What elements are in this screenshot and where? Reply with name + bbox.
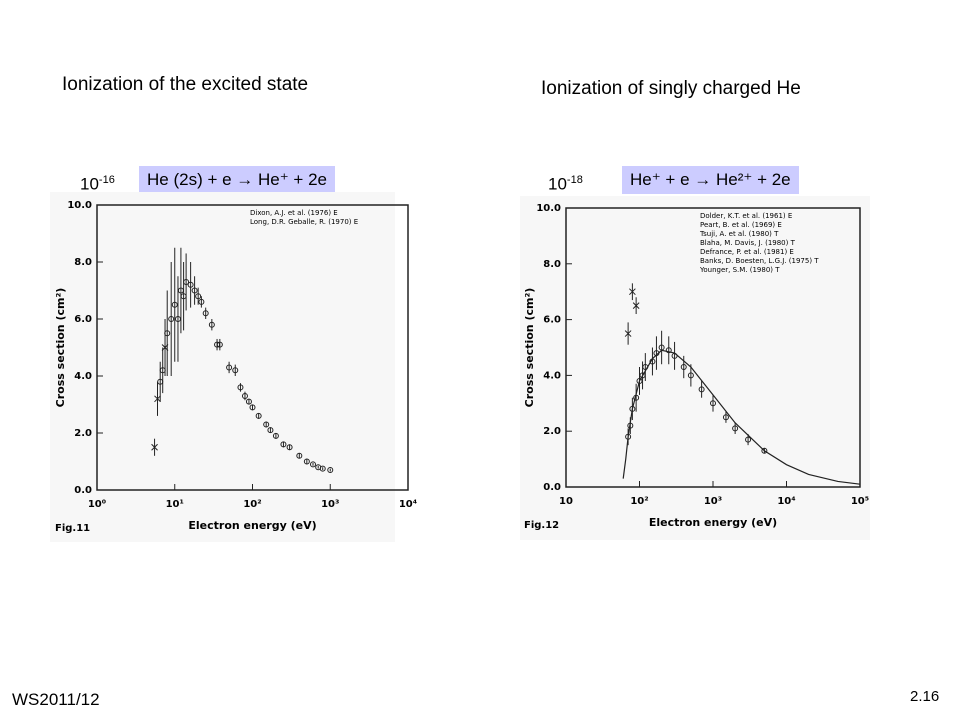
data-point — [263, 421, 270, 428]
data-point — [245, 398, 252, 405]
data-point — [296, 452, 303, 459]
data-point — [303, 458, 310, 465]
y-tick-label: 10.0 — [67, 200, 92, 211]
scan — [50, 192, 395, 542]
legend-entry: Younger, S.M. (1980) T — [699, 266, 780, 274]
y-tick-label: 8.0 — [74, 257, 92, 268]
y-tick-label: 10.0 — [536, 203, 561, 214]
legend-entry: Dolder, K.T. et al. (1961) E — [700, 212, 792, 220]
legend-entry: Tsuji, A. et al. (1980) T — [699, 230, 779, 238]
y-tick-label: 8.0 — [543, 259, 561, 270]
x-axis-label: Electron energy (eV) — [649, 516, 777, 529]
data-point — [680, 364, 687, 371]
x-axis-label: Electron energy (eV) — [188, 519, 316, 532]
y-tick-label: 0.0 — [543, 482, 561, 493]
y-axis-label: Cross section (cm²) — [523, 288, 536, 408]
data-point — [154, 395, 161, 403]
y-tick-label: 0.0 — [74, 485, 92, 496]
data-point — [632, 302, 640, 310]
data-point — [232, 367, 239, 374]
data-point — [687, 372, 694, 379]
multiplier-base: 10 — [548, 174, 567, 194]
y-tick-label: 2.0 — [74, 428, 92, 439]
y-tick-label: 4.0 — [543, 370, 561, 381]
data-point — [151, 443, 158, 451]
multiplier: 10-16 — [80, 174, 115, 195]
fig-label: Fig.12 — [524, 520, 559, 531]
x-tick-label: 10 — [559, 496, 573, 507]
data-point — [280, 441, 287, 448]
x-tick-label: 10⁵ — [851, 496, 869, 507]
y-tick-label: 6.0 — [74, 314, 92, 325]
multiplier-exponent: -18 — [566, 174, 583, 186]
reaction: He (2s) + e → He⁺ + 2e — [139, 166, 335, 194]
data-point — [698, 386, 705, 393]
data-point — [202, 310, 209, 317]
data-point — [732, 425, 739, 432]
data-point — [195, 293, 202, 300]
theory-line — [622, 349, 861, 485]
data-point — [319, 465, 326, 472]
footer: WS2011/12 — [12, 690, 100, 709]
legend-entry: Banks, D. Boesten, L.G.J. (1975) T — [700, 257, 819, 265]
data-point — [249, 404, 256, 411]
data-point — [198, 298, 205, 305]
data-point — [745, 436, 752, 443]
data-point — [226, 364, 233, 371]
multiplier: 10-18 — [548, 174, 583, 195]
data-point — [665, 347, 672, 354]
multiplier-base: 10 — [80, 174, 99, 194]
data-point — [255, 412, 262, 419]
data-point — [722, 414, 729, 421]
data-point — [272, 432, 279, 439]
data-point — [761, 447, 768, 454]
title: Ionization of the excited state — [62, 74, 309, 95]
x-tick-label: 10³ — [321, 499, 339, 510]
x-tick-label: 10⁰ — [88, 499, 106, 510]
fig-label: Fig.11 — [55, 523, 90, 534]
data-point — [168, 316, 175, 322]
data-point — [191, 287, 198, 294]
data-point — [636, 377, 643, 384]
x-tick-label: 10⁴ — [399, 499, 417, 510]
reaction: He⁺ + e → He²⁺ + 2e — [622, 166, 799, 194]
data-point — [310, 461, 317, 468]
legend-entry: Dixon, A.J. et al. (1976) E — [250, 209, 338, 217]
x-tick-label: 10³ — [704, 496, 722, 507]
data-point — [710, 400, 716, 407]
data-point — [267, 427, 274, 434]
data-point — [286, 444, 293, 451]
x-tick-label: 10² — [630, 496, 648, 507]
data-point — [161, 344, 169, 351]
scan — [520, 196, 870, 540]
x-tick-label: 10² — [243, 499, 261, 510]
y-tick-label: 2.0 — [543, 426, 561, 437]
data-point — [624, 330, 632, 337]
data-point — [183, 278, 190, 285]
legend-entry: Defrance, P. et al. (1981) E — [700, 248, 794, 256]
data-point — [208, 321, 215, 328]
legend-entry: Peart, B. et al. (1969) E — [700, 221, 782, 229]
data-point — [187, 281, 194, 288]
footer: 2.16 — [910, 688, 940, 705]
y-tick-label: 4.0 — [74, 371, 92, 382]
x-tick-label: 10⁴ — [777, 496, 795, 507]
y-tick-label: 6.0 — [543, 315, 561, 326]
data-point — [629, 288, 636, 296]
multiplier-exponent: -16 — [98, 174, 115, 186]
data-point — [171, 301, 178, 308]
data-point — [241, 392, 248, 399]
data-point — [327, 467, 334, 474]
data-point — [237, 384, 244, 391]
legend-entry: Long, D.R. Geballe, R. (1970) E — [250, 218, 358, 226]
title: Ionization of singly charged He — [541, 78, 801, 99]
x-tick-label: 10¹ — [166, 499, 184, 510]
legend-entry: Blaha, M. Davis, J. (1980) T — [700, 239, 796, 247]
y-axis-label: Cross section (cm²) — [54, 288, 67, 408]
data-point — [216, 341, 223, 348]
